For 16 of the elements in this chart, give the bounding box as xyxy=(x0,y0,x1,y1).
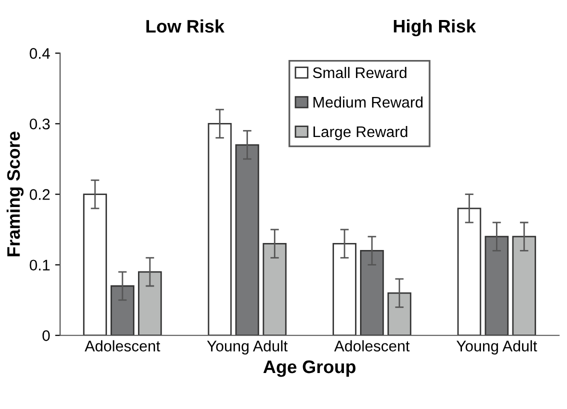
y-tick-label: 0.1 xyxy=(30,260,50,271)
y-tick-label: 0.4 xyxy=(30,48,50,59)
y-tick-label: 0 xyxy=(42,330,50,342)
legend-label: Medium Reward xyxy=(314,96,423,108)
x-tick-label: Young Adult xyxy=(456,340,538,354)
y-axis-title: Framing Score xyxy=(6,132,24,256)
x-tick-label: Adolescent xyxy=(84,340,160,352)
x-axis-title: Age Group xyxy=(263,360,356,377)
legend-label: Small Reward xyxy=(312,66,406,78)
x-tick-label: Young Adult xyxy=(207,340,288,354)
x-tick-label: Adolescent xyxy=(334,340,410,352)
text: High Risk xyxy=(394,19,476,36)
y-tick-label: 0.3 xyxy=(30,118,50,130)
legend-label: Large Reward xyxy=(314,126,408,140)
y-tick-label: 0.2 xyxy=(30,189,50,200)
text: Low Risk xyxy=(146,19,224,33)
